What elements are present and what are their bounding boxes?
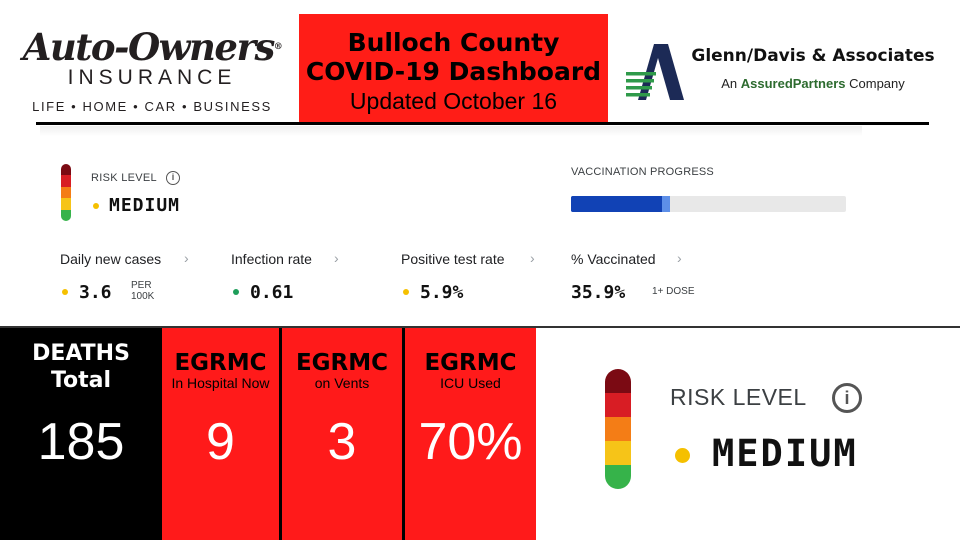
chevron-right-icon[interactable]: › [530,250,535,266]
tile-separator [402,328,405,540]
title-updated: Updated October 16 [349,88,558,114]
daily-cases-status-dot [62,289,68,295]
deaths-total-value: 185 [37,413,125,471]
title-dashboard: COVID-19 Dashboard [305,57,602,86]
risk-level-scale-icon [61,164,71,221]
metric-percent-vaccinated-value: 35.9% [571,282,626,303]
auto-owners-wordmark: Auto-Owners® [22,25,283,69]
chevron-right-icon[interactable]: › [677,250,682,266]
glenn-davis-name: Glenn/Davis & Associates [691,46,935,66]
egrmc-vents-value: 3 [327,413,357,471]
egrmc-vents-subtitle: on Vents [314,375,370,391]
metric-positive-test-rate-label[interactable]: Positive test rate [401,251,505,267]
metric-daily-new-cases-value: 3.6 [79,282,112,303]
egrmc-icu-heading: EGRMC [424,350,517,376]
egrmc-hospital-heading: EGRMC [174,350,267,376]
vaccination-progress-label: VACCINATION PROGRESS [571,166,714,178]
metric-infection-rate-value: 0.61 [250,282,294,303]
infection-rate-status-dot [233,289,239,295]
positive-test-rate-status-dot [403,289,409,295]
deaths-total-tile: DEATHS Total 185 [0,328,162,540]
egrmc-vents-tile: EGRMC on Vents 3 [282,328,402,540]
risk-level-scale-large-icon [605,369,631,489]
egrmc-icu-value: 70% [418,413,523,471]
vaccination-progress-bar [571,196,846,212]
glenn-davis-subtitle: An AssuredPartners Company [721,76,905,91]
tile-separator [279,328,282,540]
egrmc-icu-tile: EGRMC ICU Used 70% [405,328,536,540]
auto-owners-insurance-text: INSURANCE [67,66,237,89]
header-divider [36,122,929,125]
panel-top-shadow [40,126,862,136]
auto-owners-logo: Auto-Owners® INSURANCE LIFE • HOME • CAR… [18,26,286,118]
metric-daily-new-cases-unit: PER 100K [131,280,155,302]
vaccination-full-fill [571,196,662,212]
risk-status-dot-large [675,448,690,463]
chevron-right-icon[interactable]: › [184,250,189,266]
section-divider [0,326,960,328]
glenn-davis-logo: Glenn/Davis & Associates An AssuredPartn… [624,40,944,104]
title-county: Bulloch County [347,28,560,57]
info-icon-large: i [832,383,862,413]
egrmc-hospital-subtitle: In Hospital Now [171,375,270,391]
metric-positive-test-rate-value: 5.9% [420,282,464,303]
egrmc-hospital-tile: EGRMC In Hospital Now 9 [162,328,279,540]
info-icon[interactable]: i [166,171,180,185]
egrmc-hospital-value: 9 [206,413,235,471]
assured-partners-a-icon [626,44,684,100]
egrmc-icu-subtitle: ICU Used [440,375,501,391]
metric-percent-vaccinated-unit: 1+ DOSE [652,286,695,297]
chevron-right-icon[interactable]: › [334,250,339,266]
risk-level-label: RISK LEVEL [91,172,157,184]
auto-owners-tagline: LIFE • HOME • CAR • BUSINESS [32,99,272,114]
dashboard-title-box: Bulloch County COVID-19 Dashboard Update… [299,14,608,122]
dashboard-panel [40,126,862,326]
risk-level-label-large: RISK LEVEL [670,384,807,410]
risk-status-dot [93,203,99,209]
metric-infection-rate-label[interactable]: Infection rate [231,251,312,267]
risk-level-value-large: MEDIUM [712,432,858,475]
metric-daily-new-cases-label[interactable]: Daily new cases [60,251,162,267]
risk-level-value: MEDIUM [109,195,181,216]
deaths-tile-title: DEATHS Total [32,341,130,393]
egrmc-vents-heading: EGRMC [295,350,389,376]
metric-percent-vaccinated-label[interactable]: % Vaccinated [571,251,656,267]
